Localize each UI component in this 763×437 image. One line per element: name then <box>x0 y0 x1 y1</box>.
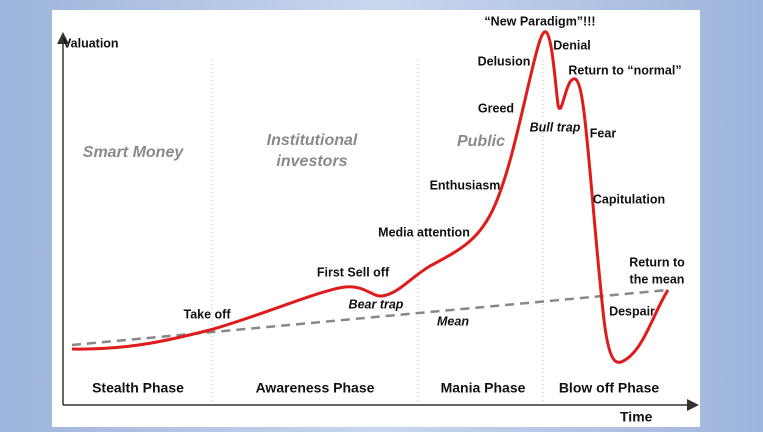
x-axis-label: Time <box>620 409 653 425</box>
annotation: First Sell off <box>317 265 390 279</box>
annotation: Delusion <box>478 54 531 68</box>
annotation: Fear <box>590 126 617 140</box>
phase-label: Mania Phase <box>441 380 526 396</box>
phase-label: Stealth Phase <box>92 380 184 396</box>
annotation: Return to <box>629 255 685 269</box>
annotation: “New Paradigm”!!! <box>484 14 595 28</box>
annotation: Despair <box>609 304 655 318</box>
annotation: Enthusiasm <box>430 178 501 192</box>
separators <box>211 60 544 402</box>
annotation: Return to “normal” <box>568 63 681 77</box>
investor-label-line: Institutional <box>267 132 358 149</box>
annotation: Denial <box>553 38 591 52</box>
phase-label: Blow off Phase <box>559 380 660 396</box>
panel <box>52 10 700 427</box>
y-axis-label: Valuation <box>63 36 119 50</box>
investor-label: Smart Money <box>83 144 185 161</box>
annotation: Capitulation <box>593 192 665 206</box>
bubble-curve <box>71 30 670 364</box>
mean-line <box>71 288 669 347</box>
annotation: Take off <box>184 307 232 321</box>
annotation: Media attention <box>378 225 470 239</box>
phase-label: Awareness Phase <box>256 380 375 396</box>
annotation: Greed <box>478 101 514 115</box>
annotation: Bear trap <box>349 297 404 311</box>
investor-label: Institutional investors <box>267 132 358 170</box>
investor-label-line: investors <box>276 153 347 170</box>
annotation: Mean <box>437 314 469 328</box>
investor-label: Public <box>457 133 505 150</box>
annotation: Bull trap <box>530 120 581 134</box>
annotation: the mean <box>630 272 685 286</box>
